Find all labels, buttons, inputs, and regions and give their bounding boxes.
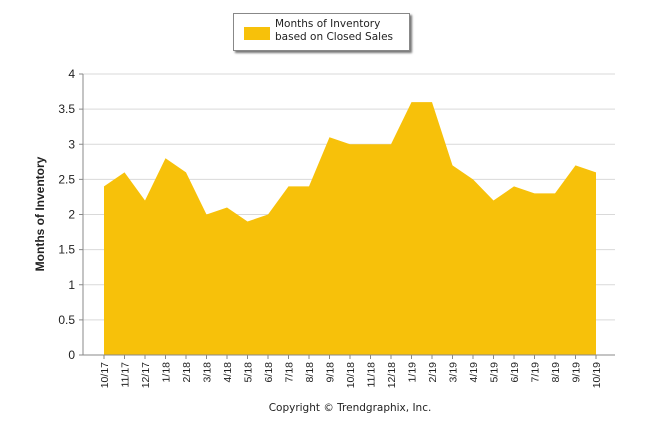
x-tick-label: 5/19 [489,362,501,383]
y-tick-label: 0 [68,348,75,362]
x-tick-label: 5/18 [243,362,255,383]
x-tick-label: 2/18 [181,362,193,383]
legend: Months of Inventory based on Closed Sale… [233,13,410,51]
area-series [103,102,597,355]
x-tick-label: 10/18 [345,362,357,388]
y-tick-label: 1 [68,278,75,292]
x-tick-label: 3/18 [202,362,214,383]
x-tick-label: 10/17 [99,362,111,388]
x-tick-label: 2/19 [427,362,439,383]
x-tick-label: 7/18 [284,362,296,383]
x-tick-label: 1/18 [161,362,173,383]
x-tick-label: 10/19 [591,362,603,388]
x-tick-label: 3/19 [448,362,460,383]
y-tick-label: 3.5 [58,102,75,116]
y-tick-label: 0.5 [58,313,75,327]
x-tick-label: 8/18 [304,362,316,383]
legend-label: Months of Inventory based on Closed Sale… [275,18,394,43]
x-tick-label: 6/18 [263,362,275,383]
y-tick-label: 2 [68,208,75,222]
y-tick-label: 4 [68,67,75,81]
y-tick-label: 2.5 [58,172,75,186]
x-tick-label: 6/19 [509,362,521,383]
x-tick-label: 7/19 [530,362,542,383]
x-tick-label: 12/18 [386,362,398,388]
y-tick-label: 3 [68,137,75,151]
x-tick-label: 1/19 [407,362,419,383]
x-tick-label: 9/19 [571,362,583,383]
x-tick-label: 9/18 [325,362,337,383]
x-tick-label: 12/17 [140,362,152,388]
x-tick-label: 8/19 [550,362,562,383]
area-fill [104,102,596,355]
x-tick-label: 11/17 [120,362,132,388]
copyright-text: Copyright © Trendgraphix, Inc. [268,402,432,414]
legend-swatch [244,27,270,40]
x-tick-labels: 10/17 11/17 12/17 1/18 2/18 3/18 4/18 5/18 6/18 7… [99,362,603,388]
x-tick-label: 4/18 [222,362,234,383]
axes [79,73,615,359]
x-tick-label: 4/19 [468,362,480,383]
x-tick-label: 11/18 [366,362,378,388]
y-tick-labels: 0 0.5 1 1.5 2 2.5 3 3.5 4 [58,67,75,362]
y-tick-label: 1.5 [58,243,75,257]
y-axis-label: Months of Inventory [33,156,47,271]
